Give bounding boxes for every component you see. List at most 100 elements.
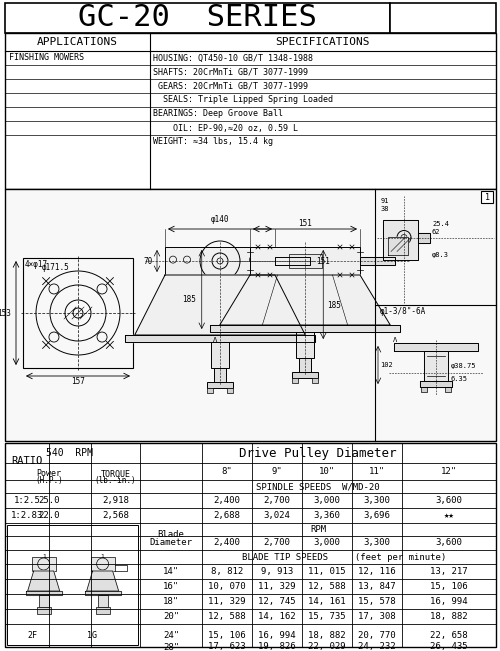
Text: φ140: φ140 — [211, 215, 229, 224]
Text: φ8.3: φ8.3 — [432, 253, 449, 258]
Text: ★★: ★★ — [444, 511, 454, 520]
Polygon shape — [275, 256, 310, 265]
Text: 2,568: 2,568 — [102, 511, 129, 520]
Text: 18": 18" — [163, 597, 179, 606]
Text: TORQUE: TORQUE — [100, 469, 130, 478]
Text: SPECIFICATIONS: SPECIFICATIONS — [276, 37, 370, 47]
Text: 6.35: 6.35 — [450, 376, 468, 382]
Polygon shape — [135, 275, 305, 335]
Text: APPLICATIONS: APPLICATIONS — [37, 37, 118, 47]
Text: WEIGHT: ≈34 lbs, 15.4 kg: WEIGHT: ≈34 lbs, 15.4 kg — [153, 137, 273, 146]
Text: RATIO: RATIO — [12, 456, 42, 467]
Text: SPINDLE SPEEDS  W/MD-20: SPINDLE SPEEDS W/MD-20 — [256, 482, 380, 491]
Bar — [23, 258, 133, 368]
Text: 1:2.5: 1:2.5 — [14, 496, 40, 505]
Bar — [207, 388, 213, 393]
Text: 540  RPM: 540 RPM — [46, 448, 94, 458]
Polygon shape — [394, 343, 477, 351]
Text: 28": 28" — [163, 643, 179, 651]
Polygon shape — [418, 232, 430, 243]
Text: Diameter: Diameter — [150, 538, 192, 547]
Text: 102: 102 — [380, 362, 393, 368]
Text: 15, 735: 15, 735 — [308, 612, 346, 621]
Text: GEARS: 20CrMnTi GB/T 3077-1999: GEARS: 20CrMnTi GB/T 3077-1999 — [153, 81, 308, 90]
Polygon shape — [86, 571, 118, 591]
Text: 8": 8" — [222, 467, 232, 476]
Text: 151: 151 — [316, 256, 330, 266]
Bar — [211, 342, 229, 368]
Bar — [292, 378, 298, 383]
Polygon shape — [84, 591, 120, 595]
Text: 16": 16" — [163, 582, 179, 591]
Polygon shape — [125, 335, 316, 342]
Text: 1: 1 — [484, 193, 490, 202]
Bar — [5, 443, 496, 647]
Bar — [312, 378, 318, 383]
Text: 70: 70 — [144, 256, 153, 266]
Bar — [165, 247, 275, 275]
Bar — [5, 33, 496, 189]
Text: 91: 91 — [381, 198, 390, 204]
Polygon shape — [28, 571, 60, 591]
Bar — [227, 388, 233, 393]
Bar — [481, 191, 493, 203]
Text: 4×φ17: 4×φ17 — [25, 260, 48, 269]
Text: 22, 029: 22, 029 — [308, 643, 346, 651]
Bar — [96, 607, 110, 614]
Text: 8, 812: 8, 812 — [211, 567, 243, 576]
Text: 12": 12" — [441, 467, 457, 476]
Text: 153: 153 — [0, 309, 11, 318]
Text: HOUSING: QT450-10 GB/T 1348-1988: HOUSING: QT450-10 GB/T 1348-1988 — [153, 53, 313, 62]
Bar — [36, 607, 51, 614]
Text: SHAFTS: 20CrMnTi GB/T 3077-1999: SHAFTS: 20CrMnTi GB/T 3077-1999 — [153, 68, 308, 77]
Text: φ171.5: φ171.5 — [42, 262, 70, 271]
Text: 3,300: 3,300 — [364, 496, 390, 505]
Text: (H.P.): (H.P.) — [35, 475, 63, 484]
Text: Drive Pulley Diameter: Drive Pulley Diameter — [240, 447, 397, 460]
Bar — [207, 382, 233, 388]
Text: 1: 1 — [42, 555, 45, 559]
Text: Λ: Λ — [212, 337, 217, 343]
Polygon shape — [220, 275, 390, 325]
Text: 1: 1 — [101, 555, 104, 559]
Text: 22.0: 22.0 — [38, 511, 60, 520]
Text: 2,918: 2,918 — [102, 496, 129, 505]
Text: 2,688: 2,688 — [214, 511, 240, 520]
Polygon shape — [383, 219, 418, 260]
Bar — [5, 3, 390, 33]
Polygon shape — [210, 325, 400, 332]
Polygon shape — [424, 351, 448, 381]
Bar — [299, 358, 311, 372]
Text: 62: 62 — [432, 230, 440, 236]
Text: 18, 882: 18, 882 — [308, 631, 346, 640]
Text: 10": 10" — [319, 467, 335, 476]
Text: 3,024: 3,024 — [264, 511, 290, 520]
Bar — [98, 595, 108, 607]
Text: 20, 770: 20, 770 — [358, 631, 396, 640]
Text: SEALS: Triple Lipped Spring Loaded: SEALS: Triple Lipped Spring Loaded — [153, 96, 333, 105]
Text: 2,700: 2,700 — [264, 496, 290, 505]
Text: 38: 38 — [381, 206, 390, 212]
Text: 185: 185 — [327, 301, 341, 309]
Text: 15, 106: 15, 106 — [208, 631, 246, 640]
Text: 1:2.83: 1:2.83 — [11, 511, 43, 520]
Bar — [292, 372, 318, 378]
Bar — [5, 189, 496, 441]
Text: 26, 435: 26, 435 — [430, 643, 468, 651]
Bar — [444, 387, 450, 392]
Text: 24": 24" — [163, 631, 179, 640]
Text: 3,000: 3,000 — [314, 496, 340, 505]
Text: 157: 157 — [71, 378, 85, 387]
Text: BLADE TIP SPEEDS     (feet per minute): BLADE TIP SPEEDS (feet per minute) — [242, 553, 446, 562]
Text: 3,600: 3,600 — [436, 496, 462, 505]
Text: BEARINGS: Deep Groove Ball: BEARINGS: Deep Groove Ball — [153, 109, 283, 118]
Text: 11": 11" — [369, 467, 385, 476]
Text: 19, 826: 19, 826 — [258, 643, 296, 651]
Text: 12, 588: 12, 588 — [308, 582, 346, 591]
Text: 12, 116: 12, 116 — [358, 567, 396, 576]
Text: 185: 185 — [182, 296, 196, 305]
Bar — [90, 557, 114, 571]
Text: 20": 20" — [163, 612, 179, 621]
Text: 10, 070: 10, 070 — [208, 582, 246, 591]
Bar — [32, 557, 56, 571]
